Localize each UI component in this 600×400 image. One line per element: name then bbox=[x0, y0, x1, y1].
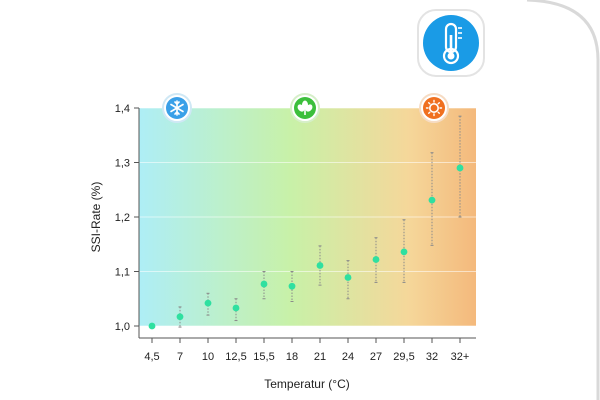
data-point bbox=[456, 164, 464, 172]
leaf-icon bbox=[290, 93, 320, 123]
data-point bbox=[288, 282, 296, 290]
thermometer-icon bbox=[417, 9, 485, 77]
data-point bbox=[428, 196, 436, 204]
x-axis-label: Temperatur (°C) bbox=[264, 377, 349, 391]
x-tick-label: 15,5 bbox=[253, 351, 274, 363]
error-bar bbox=[234, 298, 238, 322]
data-point bbox=[316, 262, 324, 269]
error-bar bbox=[318, 245, 322, 286]
data-point bbox=[344, 274, 352, 281]
x-tick-label: 10 bbox=[202, 351, 214, 363]
error-bar bbox=[290, 271, 294, 302]
x-tick-labels: 4,5 7 10 12,5 15,5 18 21 24 27 29,5 32 32+ bbox=[144, 351, 469, 363]
panel-frame bbox=[526, 0, 600, 400]
y-tick-labels: 1,0 1,1 1,2 1,3 1,4 bbox=[115, 103, 130, 333]
y-tick-label: 1,1 bbox=[115, 267, 130, 279]
x-tick-label: 27 bbox=[370, 351, 382, 363]
y-tick-label: 1,4 bbox=[115, 103, 130, 115]
data-point bbox=[148, 322, 156, 330]
snowflake-icon bbox=[162, 93, 192, 123]
x-tick-label: 32+ bbox=[451, 351, 470, 363]
x-tick-label: 21 bbox=[314, 351, 326, 363]
data-point bbox=[176, 313, 184, 321]
x-tick-label: 24 bbox=[342, 351, 354, 363]
data-point bbox=[232, 304, 240, 312]
y-axis-label: SSI-Rate (%) bbox=[89, 182, 103, 253]
data-point bbox=[204, 299, 212, 307]
data-point bbox=[400, 248, 408, 256]
error-bar bbox=[458, 115, 462, 218]
error-bar bbox=[206, 292, 210, 316]
axes bbox=[134, 107, 476, 343]
data-point bbox=[260, 280, 268, 288]
x-tick-label: 32 bbox=[426, 351, 438, 363]
data-points bbox=[148, 164, 464, 330]
y-tick-label: 1,0 bbox=[115, 321, 130, 333]
x-tick-label: 7 bbox=[177, 351, 183, 363]
x-tick-label: 18 bbox=[286, 351, 298, 363]
error-bar bbox=[262, 271, 266, 300]
x-tick-label: 29,5 bbox=[393, 351, 414, 363]
data-point bbox=[372, 256, 380, 263]
sun-icon bbox=[419, 93, 449, 123]
grid-lines bbox=[139, 107, 476, 327]
x-tick-label: 4,5 bbox=[144, 351, 159, 363]
y-tick-label: 1,2 bbox=[115, 212, 130, 224]
y-tick-label: 1,3 bbox=[115, 158, 130, 170]
x-tick-label: 12,5 bbox=[225, 351, 246, 363]
